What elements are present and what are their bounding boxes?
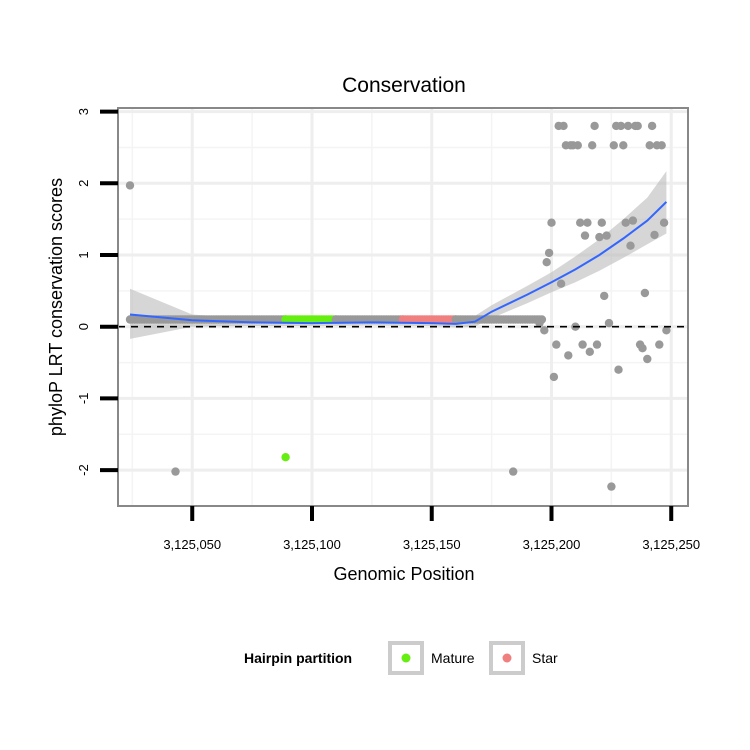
point-other bbox=[578, 340, 587, 349]
point-other bbox=[583, 218, 592, 227]
point-other bbox=[542, 258, 551, 267]
legend-title: Hairpin partition bbox=[244, 650, 352, 666]
point-other bbox=[616, 121, 626, 131]
point-other bbox=[600, 291, 609, 301]
smooth-trend-line bbox=[129, 201, 668, 325]
point-other bbox=[592, 340, 602, 349]
point-other bbox=[657, 141, 666, 150]
point-other bbox=[171, 467, 180, 476]
point-other bbox=[556, 279, 566, 288]
point-other bbox=[604, 318, 614, 328]
point-other bbox=[576, 218, 585, 227]
legend-key-star-dot bbox=[502, 653, 512, 663]
point-other bbox=[125, 181, 135, 190]
point-other bbox=[628, 216, 638, 225]
x-axis-title: Genomic Position bbox=[333, 564, 474, 584]
plot-panel bbox=[118, 108, 688, 506]
point-other bbox=[544, 248, 554, 258]
point-other bbox=[602, 231, 611, 240]
y-tick-label: 2 bbox=[76, 180, 91, 187]
legend: Hairpin partition Mature Star bbox=[244, 641, 558, 675]
chart-title: Conservation bbox=[342, 74, 466, 97]
point-other bbox=[659, 218, 669, 227]
point-other bbox=[597, 218, 606, 227]
point-other bbox=[621, 218, 630, 227]
x-tick-label: 3,125,100 bbox=[283, 537, 341, 552]
x-tick-label: 3,125,200 bbox=[523, 537, 581, 552]
point-other bbox=[549, 372, 559, 382]
point-other bbox=[643, 354, 652, 364]
panel-border bbox=[117, 107, 689, 507]
point-other bbox=[573, 141, 582, 150]
y-tick-label: -1 bbox=[76, 393, 91, 405]
point-other bbox=[619, 141, 628, 150]
point-other bbox=[540, 326, 549, 335]
point-other bbox=[655, 340, 664, 349]
point-other bbox=[647, 121, 657, 131]
x-tick-label: 3,125,050 bbox=[163, 537, 221, 552]
point-other bbox=[650, 230, 659, 240]
legend-label-mature: Mature bbox=[431, 650, 475, 666]
point-other bbox=[614, 365, 623, 374]
y-axis-title: phyloP LRT conservation scores bbox=[46, 178, 66, 436]
point-other bbox=[638, 344, 647, 353]
point-other bbox=[590, 121, 599, 131]
confidence-ribbon bbox=[130, 171, 667, 339]
y-tick-label: 1 bbox=[76, 251, 91, 258]
point-other bbox=[595, 232, 604, 242]
point-other bbox=[509, 467, 518, 476]
point-other bbox=[640, 288, 650, 298]
point-other bbox=[547, 218, 556, 227]
point-other bbox=[609, 141, 618, 150]
x-tick-label: 3,125,150 bbox=[403, 537, 461, 552]
point-other bbox=[564, 351, 573, 360]
point-mature bbox=[281, 453, 290, 462]
point-other bbox=[535, 318, 544, 328]
y-tick-label: 0 bbox=[76, 323, 91, 330]
x-tick-label: 3,125,250 bbox=[642, 537, 700, 552]
legend-label-star: Star bbox=[532, 650, 558, 666]
point-other bbox=[623, 121, 633, 131]
point-other bbox=[585, 347, 594, 356]
point-other bbox=[607, 482, 616, 491]
point-other bbox=[559, 121, 568, 131]
legend-key-mature-box bbox=[388, 641, 424, 675]
point-other bbox=[645, 141, 654, 150]
y-tick-label: 3 bbox=[76, 108, 91, 115]
point-other bbox=[633, 121, 642, 131]
point-other bbox=[662, 326, 671, 335]
point-other bbox=[588, 141, 597, 150]
legend-key-mature-dot bbox=[401, 653, 411, 663]
point-other bbox=[552, 340, 561, 349]
y-tick-label: -2 bbox=[76, 464, 91, 476]
point-other bbox=[626, 241, 635, 250]
point-other bbox=[580, 231, 590, 240]
